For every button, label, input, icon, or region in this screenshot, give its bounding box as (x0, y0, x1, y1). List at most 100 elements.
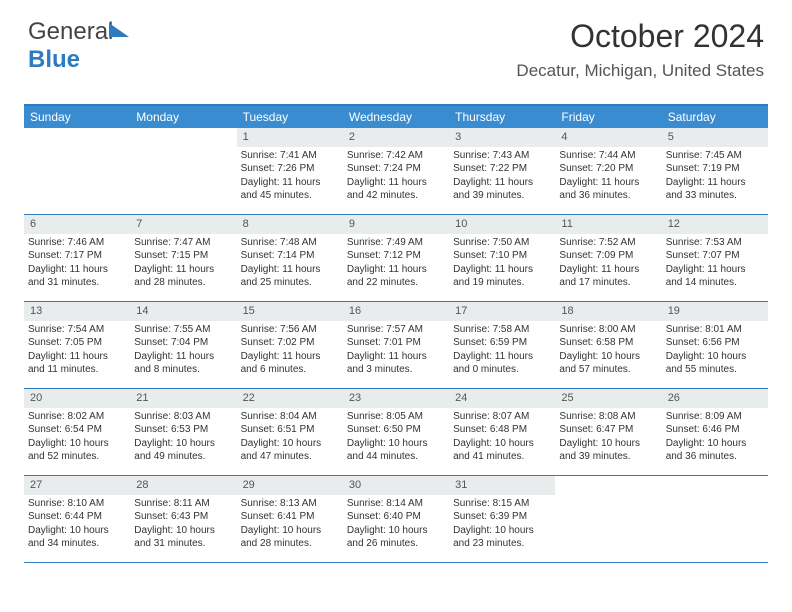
sunrise-text: Sunrise: 8:01 AM (666, 323, 764, 337)
day-header: Friday (555, 106, 661, 128)
sunset-text: Sunset: 6:41 PM (241, 510, 339, 524)
sunrise-text: Sunrise: 7:53 AM (666, 236, 764, 250)
sunset-text: Sunset: 6:56 PM (666, 336, 764, 350)
day-body: Sunrise: 8:15 AMSunset: 6:39 PMDaylight:… (449, 495, 555, 555)
sunrise-text: Sunrise: 8:14 AM (347, 497, 445, 511)
day-number: 22 (237, 389, 343, 408)
sunrise-text: Sunrise: 7:43 AM (453, 149, 551, 163)
sunrise-text: Sunrise: 7:55 AM (134, 323, 232, 337)
day-number: 9 (343, 215, 449, 234)
sunset-text: Sunset: 6:39 PM (453, 510, 551, 524)
sunrise-text: Sunrise: 7:54 AM (28, 323, 126, 337)
day-header: Saturday (662, 106, 768, 128)
day-cell: 14Sunrise: 7:55 AMSunset: 7:04 PMDayligh… (130, 302, 236, 388)
day-number: 13 (24, 302, 130, 321)
sunrise-text: Sunrise: 7:46 AM (28, 236, 126, 250)
day-body: Sunrise: 8:14 AMSunset: 6:40 PMDaylight:… (343, 495, 449, 555)
sunrise-text: Sunrise: 7:44 AM (559, 149, 657, 163)
daylight-text: Daylight: 11 hours and 6 minutes. (241, 350, 339, 377)
day-cell: 26Sunrise: 8:09 AMSunset: 6:46 PMDayligh… (662, 389, 768, 475)
sunrise-text: Sunrise: 7:42 AM (347, 149, 445, 163)
day-body: Sunrise: 8:05 AMSunset: 6:50 PMDaylight:… (343, 408, 449, 468)
day-number: 7 (130, 215, 236, 234)
day-body: Sunrise: 7:57 AMSunset: 7:01 PMDaylight:… (343, 321, 449, 381)
day-cell: 1Sunrise: 7:41 AMSunset: 7:26 PMDaylight… (237, 128, 343, 214)
day-cell (130, 128, 236, 214)
daylight-text: Daylight: 10 hours and 39 minutes. (559, 437, 657, 464)
sunrise-text: Sunrise: 8:08 AM (559, 410, 657, 424)
sunrise-text: Sunrise: 7:49 AM (347, 236, 445, 250)
daylight-text: Daylight: 11 hours and 42 minutes. (347, 176, 445, 203)
day-number: 11 (555, 215, 661, 234)
sunrise-text: Sunrise: 7:58 AM (453, 323, 551, 337)
day-cell (555, 476, 661, 562)
sunset-text: Sunset: 6:59 PM (453, 336, 551, 350)
day-number: 30 (343, 476, 449, 495)
sunrise-text: Sunrise: 8:07 AM (453, 410, 551, 424)
sunset-text: Sunset: 7:12 PM (347, 249, 445, 263)
day-body: Sunrise: 7:45 AMSunset: 7:19 PMDaylight:… (662, 147, 768, 207)
day-number: 15 (237, 302, 343, 321)
sunset-text: Sunset: 7:19 PM (666, 162, 764, 176)
daylight-text: Daylight: 11 hours and 17 minutes. (559, 263, 657, 290)
sunset-text: Sunset: 7:07 PM (666, 249, 764, 263)
daylight-text: Daylight: 10 hours and 34 minutes. (28, 524, 126, 551)
sunrise-text: Sunrise: 8:15 AM (453, 497, 551, 511)
day-body: Sunrise: 7:48 AMSunset: 7:14 PMDaylight:… (237, 234, 343, 294)
day-body: Sunrise: 7:44 AMSunset: 7:20 PMDaylight:… (555, 147, 661, 207)
title-month: October 2024 (516, 18, 764, 55)
day-cell: 17Sunrise: 7:58 AMSunset: 6:59 PMDayligh… (449, 302, 555, 388)
day-body: Sunrise: 7:49 AMSunset: 7:12 PMDaylight:… (343, 234, 449, 294)
day-cell: 9Sunrise: 7:49 AMSunset: 7:12 PMDaylight… (343, 215, 449, 301)
daylight-text: Daylight: 10 hours and 44 minutes. (347, 437, 445, 464)
title-block: October 2024 Decatur, Michigan, United S… (516, 18, 764, 81)
day-body: Sunrise: 8:13 AMSunset: 6:41 PMDaylight:… (237, 495, 343, 555)
day-cell: 31Sunrise: 8:15 AMSunset: 6:39 PMDayligh… (449, 476, 555, 562)
sunset-text: Sunset: 6:58 PM (559, 336, 657, 350)
sunrise-text: Sunrise: 7:50 AM (453, 236, 551, 250)
day-body: Sunrise: 7:41 AMSunset: 7:26 PMDaylight:… (237, 147, 343, 207)
daylight-text: Daylight: 11 hours and 45 minutes. (241, 176, 339, 203)
day-cell: 12Sunrise: 7:53 AMSunset: 7:07 PMDayligh… (662, 215, 768, 301)
sunrise-text: Sunrise: 7:48 AM (241, 236, 339, 250)
day-number: 4 (555, 128, 661, 147)
sunset-text: Sunset: 7:24 PM (347, 162, 445, 176)
day-number: 28 (130, 476, 236, 495)
day-number: 8 (237, 215, 343, 234)
logo-text-1: General (28, 18, 113, 45)
day-body: Sunrise: 8:02 AMSunset: 6:54 PMDaylight:… (24, 408, 130, 468)
day-header: Tuesday (237, 106, 343, 128)
daylight-text: Daylight: 11 hours and 39 minutes. (453, 176, 551, 203)
sunrise-text: Sunrise: 8:02 AM (28, 410, 126, 424)
day-cell: 5Sunrise: 7:45 AMSunset: 7:19 PMDaylight… (662, 128, 768, 214)
day-body: Sunrise: 7:43 AMSunset: 7:22 PMDaylight:… (449, 147, 555, 207)
day-body: Sunrise: 7:53 AMSunset: 7:07 PMDaylight:… (662, 234, 768, 294)
day-number: 29 (237, 476, 343, 495)
day-cell: 8Sunrise: 7:48 AMSunset: 7:14 PMDaylight… (237, 215, 343, 301)
sunset-text: Sunset: 7:02 PM (241, 336, 339, 350)
sunset-text: Sunset: 6:51 PM (241, 423, 339, 437)
logo: General Blue (28, 18, 129, 74)
day-body: Sunrise: 8:04 AMSunset: 6:51 PMDaylight:… (237, 408, 343, 468)
daylight-text: Daylight: 11 hours and 8 minutes. (134, 350, 232, 377)
day-cell: 30Sunrise: 8:14 AMSunset: 6:40 PMDayligh… (343, 476, 449, 562)
sunrise-text: Sunrise: 7:56 AM (241, 323, 339, 337)
sunrise-text: Sunrise: 7:45 AM (666, 149, 764, 163)
day-body: Sunrise: 7:56 AMSunset: 7:02 PMDaylight:… (237, 321, 343, 381)
sunset-text: Sunset: 7:05 PM (28, 336, 126, 350)
daylight-text: Daylight: 11 hours and 11 minutes. (28, 350, 126, 377)
daylight-text: Daylight: 11 hours and 0 minutes. (453, 350, 551, 377)
day-body: Sunrise: 8:10 AMSunset: 6:44 PMDaylight:… (24, 495, 130, 555)
day-cell: 4Sunrise: 7:44 AMSunset: 7:20 PMDaylight… (555, 128, 661, 214)
sunrise-text: Sunrise: 8:13 AM (241, 497, 339, 511)
title-location: Decatur, Michigan, United States (516, 61, 764, 81)
sunrise-text: Sunrise: 8:03 AM (134, 410, 232, 424)
sunset-text: Sunset: 6:47 PM (559, 423, 657, 437)
sunset-text: Sunset: 6:44 PM (28, 510, 126, 524)
daylight-text: Daylight: 11 hours and 31 minutes. (28, 263, 126, 290)
sunset-text: Sunset: 6:48 PM (453, 423, 551, 437)
calendar-week: 20Sunrise: 8:02 AMSunset: 6:54 PMDayligh… (24, 389, 768, 476)
daylight-text: Daylight: 10 hours and 36 minutes. (666, 437, 764, 464)
day-body: Sunrise: 7:52 AMSunset: 7:09 PMDaylight:… (555, 234, 661, 294)
sunset-text: Sunset: 7:26 PM (241, 162, 339, 176)
